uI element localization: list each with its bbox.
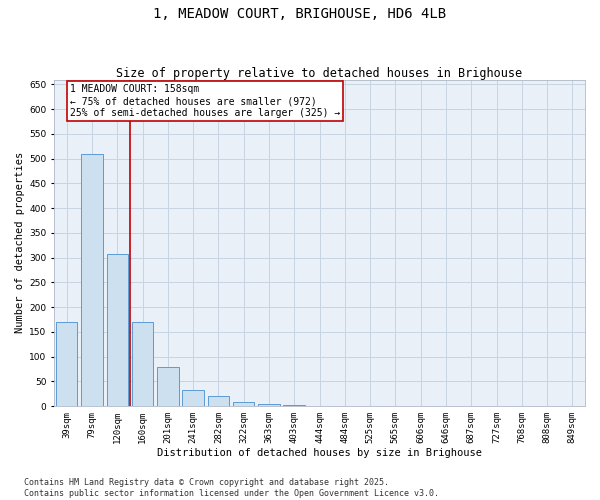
Bar <box>107 254 128 406</box>
Bar <box>208 396 229 406</box>
Text: Contains HM Land Registry data © Crown copyright and database right 2025.
Contai: Contains HM Land Registry data © Crown c… <box>24 478 439 498</box>
Bar <box>233 402 254 406</box>
Text: 1 MEADOW COURT: 158sqm
← 75% of detached houses are smaller (972)
25% of semi-de: 1 MEADOW COURT: 158sqm ← 75% of detached… <box>70 84 340 117</box>
Y-axis label: Number of detached properties: Number of detached properties <box>15 152 25 334</box>
Bar <box>132 322 153 406</box>
Bar <box>157 366 179 406</box>
Bar <box>258 404 280 406</box>
Title: Size of property relative to detached houses in Brighouse: Size of property relative to detached ho… <box>116 66 523 80</box>
Bar <box>56 322 77 406</box>
Bar <box>81 154 103 406</box>
Bar <box>182 390 204 406</box>
Bar <box>283 405 305 406</box>
X-axis label: Distribution of detached houses by size in Brighouse: Distribution of detached houses by size … <box>157 448 482 458</box>
Text: 1, MEADOW COURT, BRIGHOUSE, HD6 4LB: 1, MEADOW COURT, BRIGHOUSE, HD6 4LB <box>154 8 446 22</box>
